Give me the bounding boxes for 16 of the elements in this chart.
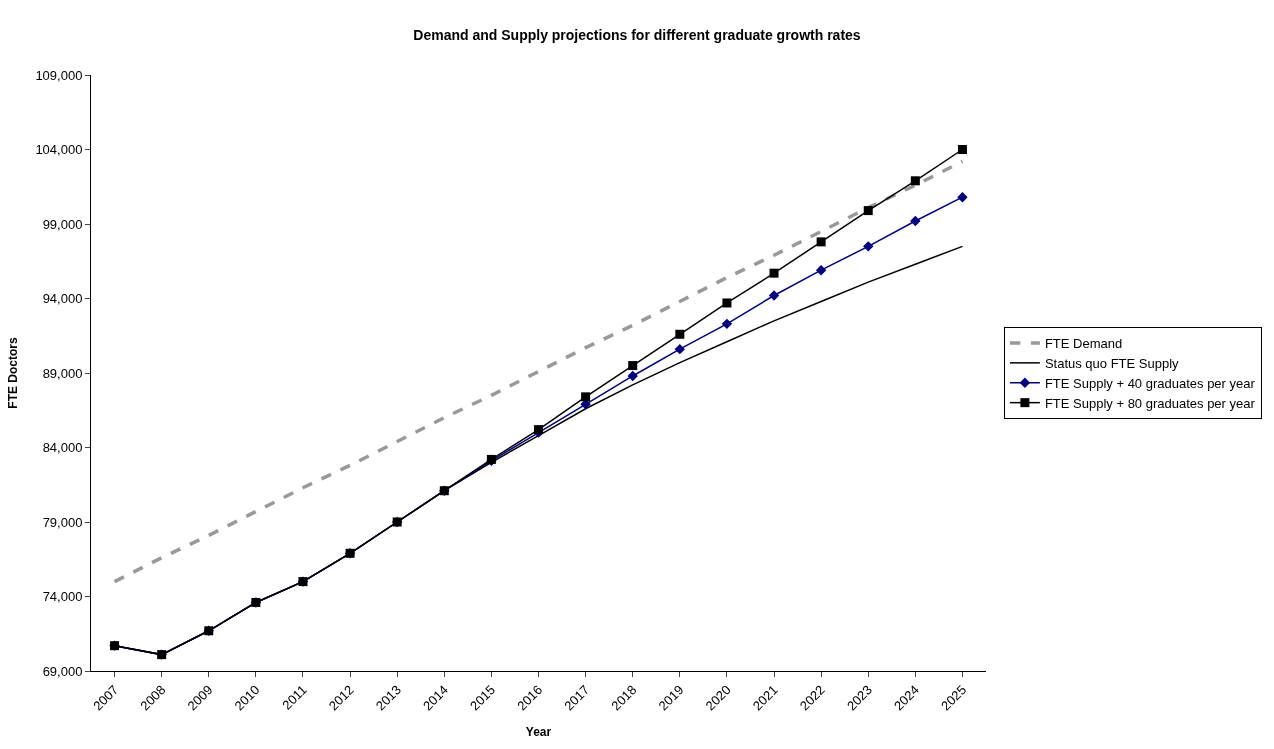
y-tick-label: 104,000 [35,142,83,158]
y-tick-label: 84,000 [42,440,83,456]
legend-label: FTE Supply + 80 graduates per year [1044,395,1256,411]
legend-label: FTE Demand [1044,336,1123,352]
y-tick-label: 69,000 [42,663,83,679]
y-tick-label: 94,000 [42,291,83,307]
y-tick-label: 99,000 [42,216,83,232]
y-tick-label: 89,000 [42,365,83,381]
legend-label: FTE Supply + 40 graduates per year [1044,375,1256,391]
y-tick-label: 74,000 [42,589,83,605]
x-axis-title: Year [525,725,552,740]
legend-label: Status quo FTE Supply [1044,355,1180,371]
chart-title: Demand and Supply projections for different graduate growth rates [413,26,861,43]
y-axis-title: FTE Doctors [5,337,20,409]
y-tick-label: 79,000 [42,514,83,530]
y-tick-label: 109,000 [35,67,83,83]
